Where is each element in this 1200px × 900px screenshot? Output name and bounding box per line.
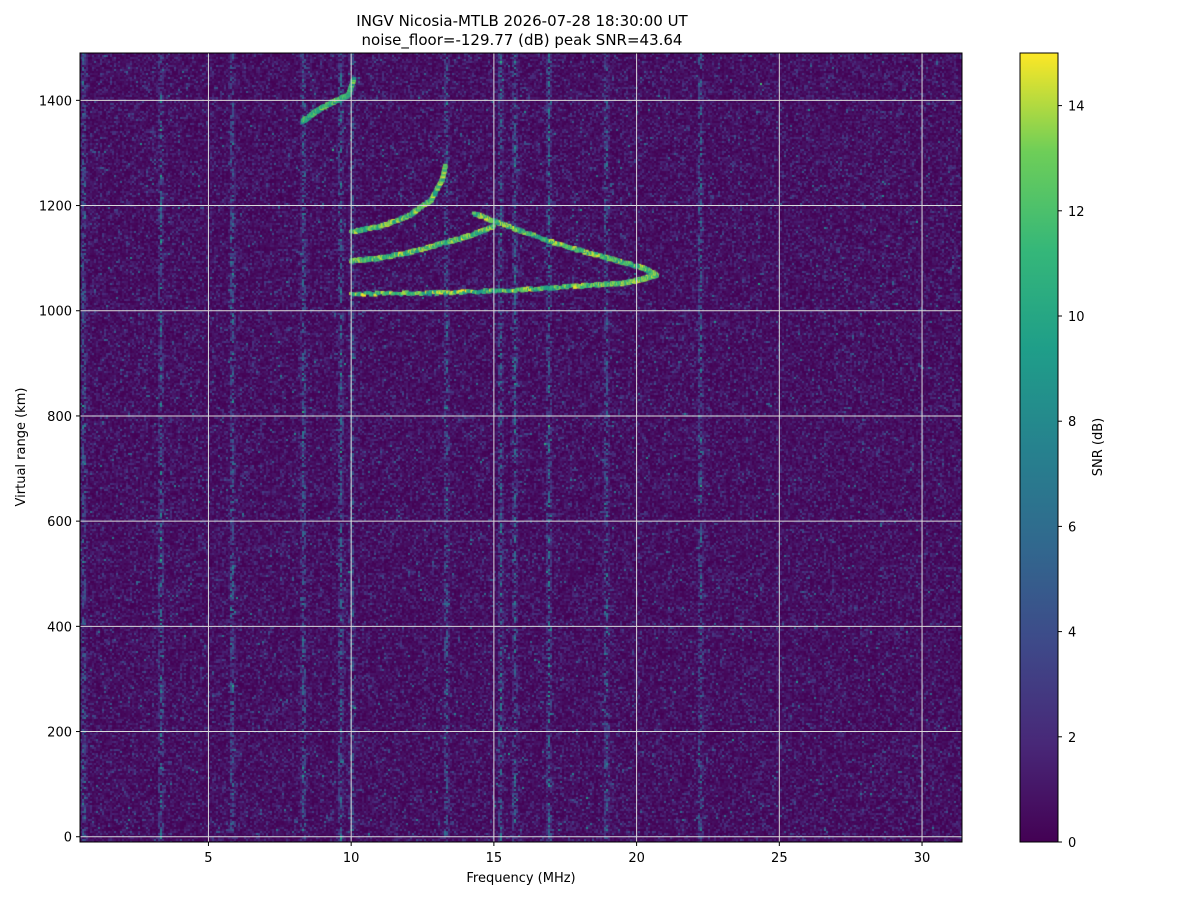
y-tick-label: 1400 — [39, 94, 72, 109]
colorbar-tick-label: 0 — [1068, 836, 1076, 851]
y-tick-label: 800 — [47, 410, 72, 425]
x-tick-label: 10 — [343, 851, 360, 866]
plot-gridlines — [80, 53, 962, 842]
heatmap-image — [80, 53, 962, 842]
x-tick-label: 25 — [771, 851, 788, 866]
plot-frame — [79, 52, 963, 843]
snr-heatmap — [80, 53, 962, 842]
y-tick-label: 0 — [64, 831, 72, 846]
y-tick-label: 1200 — [39, 200, 72, 215]
x-axis: 5 10 15 20 25 30 — [204, 842, 930, 866]
colorbar-tick-label: 8 — [1068, 415, 1076, 430]
x-axis-label: Frequency (MHz) — [466, 871, 575, 886]
colorbar-tick-label: 10 — [1068, 310, 1085, 325]
y-axis: 0 200 400 600 800 1000 1200 1400 — [39, 94, 80, 846]
y-tick-label: 200 — [47, 726, 72, 741]
y-tick-label: 600 — [47, 515, 72, 530]
x-tick-label: 20 — [628, 851, 645, 866]
colorbar-tick-label: 2 — [1068, 731, 1076, 746]
colorbar — [1019, 52, 1059, 843]
colorbar-tick-label: 14 — [1068, 100, 1085, 115]
x-tick-label: 5 — [204, 851, 212, 866]
x-tick-label: 30 — [914, 851, 931, 866]
colorbar-tick-label: 4 — [1068, 626, 1076, 641]
colorbar-tick-label: 6 — [1068, 520, 1076, 535]
y-tick-label: 1000 — [39, 305, 72, 320]
chart-title: INGV Nicosia-MTLB 2026-07-28 18:30:00 UT — [356, 12, 688, 30]
colorbar-label: SNR (dB) — [1091, 418, 1106, 476]
y-axis-label: Virtual range (km) — [14, 388, 29, 507]
colorbar-tick-label: 12 — [1068, 205, 1085, 220]
y-tick-label: 400 — [47, 620, 72, 635]
colorbar-ticks: 0 2 4 6 8 10 12 14 — [1058, 100, 1085, 851]
x-tick-label: 15 — [486, 851, 503, 866]
chart-subtitle: noise_floor=-129.77 (dB) peak SNR=43.64 — [362, 31, 683, 50]
